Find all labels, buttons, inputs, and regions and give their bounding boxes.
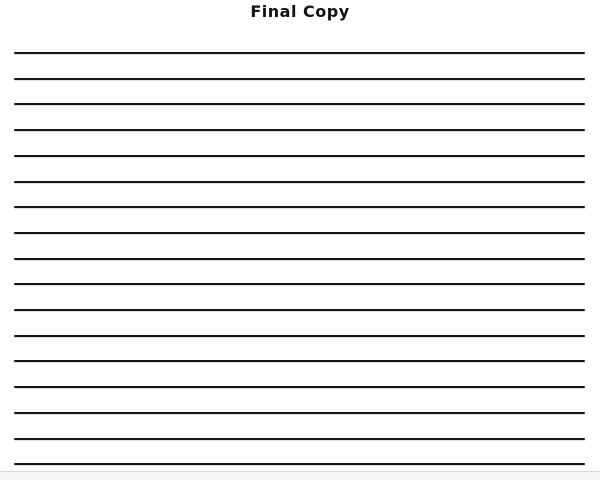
ruled-line: [14, 206, 585, 209]
ruled-line: [14, 103, 585, 106]
ruled-line: [14, 77, 585, 80]
ruled-line: [14, 463, 585, 466]
ruled-line: [14, 257, 585, 260]
ruled-line: [14, 411, 585, 414]
ruled-line: [14, 154, 585, 157]
ruled-line: [14, 231, 585, 234]
ruled-line: [14, 180, 585, 183]
page-bottom-edge: [0, 471, 600, 480]
ruled-line: [14, 283, 585, 286]
ruled-line: [14, 309, 585, 311]
page-title: Final Copy: [250, 2, 350, 21]
ruled-line: [14, 386, 585, 389]
ruled-line: [14, 334, 585, 337]
ruled-line: [14, 129, 585, 132]
ruled-line: [14, 52, 585, 54]
ruled-line: [14, 437, 585, 440]
ruled-line: [14, 360, 585, 363]
